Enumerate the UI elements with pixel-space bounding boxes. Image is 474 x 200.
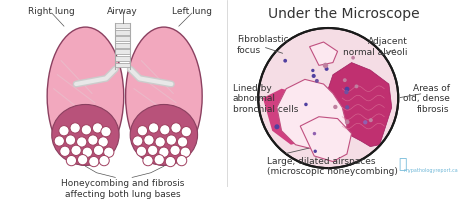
FancyBboxPatch shape <box>115 63 130 67</box>
Circle shape <box>160 125 170 135</box>
Circle shape <box>180 147 191 157</box>
Circle shape <box>88 135 98 145</box>
FancyBboxPatch shape <box>115 30 130 35</box>
Circle shape <box>177 137 188 147</box>
Circle shape <box>104 147 114 157</box>
Circle shape <box>98 137 109 147</box>
Text: Airway: Airway <box>108 7 138 16</box>
Circle shape <box>166 135 176 145</box>
Circle shape <box>81 125 91 135</box>
Circle shape <box>274 124 280 129</box>
Circle shape <box>311 69 315 72</box>
Circle shape <box>154 155 164 165</box>
FancyBboxPatch shape <box>115 56 130 61</box>
Circle shape <box>325 67 328 71</box>
Circle shape <box>283 59 287 63</box>
Circle shape <box>345 87 349 92</box>
Circle shape <box>66 155 77 166</box>
Text: Areas of
old, dense
fibrosis: Areas of old, dense fibrosis <box>403 84 450 114</box>
Text: Lined by
abnormal
bronchial cells: Lined by abnormal bronchial cells <box>233 84 298 114</box>
Circle shape <box>351 56 355 60</box>
Circle shape <box>176 155 187 166</box>
Ellipse shape <box>130 104 198 165</box>
Polygon shape <box>263 89 319 145</box>
Circle shape <box>78 155 88 165</box>
Circle shape <box>133 136 143 146</box>
Text: Under the Microscope: Under the Microscope <box>268 7 420 21</box>
Circle shape <box>344 90 348 94</box>
Circle shape <box>143 155 153 166</box>
Circle shape <box>304 103 308 106</box>
Circle shape <box>65 135 76 145</box>
Circle shape <box>148 123 159 133</box>
Circle shape <box>323 63 328 68</box>
Circle shape <box>170 145 180 155</box>
FancyBboxPatch shape <box>115 36 130 41</box>
FancyBboxPatch shape <box>115 23 130 28</box>
Circle shape <box>315 79 319 83</box>
Circle shape <box>345 120 349 124</box>
Circle shape <box>313 132 316 135</box>
Text: mypathologyreport.ca: mypathologyreport.ca <box>403 168 458 173</box>
FancyBboxPatch shape <box>115 43 130 48</box>
Circle shape <box>70 123 80 133</box>
Polygon shape <box>324 63 392 147</box>
Circle shape <box>137 126 147 136</box>
Ellipse shape <box>47 27 124 165</box>
Circle shape <box>92 123 103 133</box>
Text: Left lung: Left lung <box>172 7 212 16</box>
Circle shape <box>343 78 347 82</box>
Circle shape <box>181 127 191 137</box>
Text: Large, dilated airspaces
(microscopic honeycombing): Large, dilated airspaces (microscopic ho… <box>266 157 398 176</box>
Circle shape <box>171 123 181 133</box>
Circle shape <box>89 156 99 167</box>
Circle shape <box>144 135 154 145</box>
Ellipse shape <box>126 27 202 165</box>
Circle shape <box>137 146 146 156</box>
Circle shape <box>369 118 373 122</box>
Circle shape <box>333 105 337 109</box>
Circle shape <box>355 84 358 88</box>
Text: Right lung: Right lung <box>28 7 75 16</box>
Text: Adjacent
normal alveoli: Adjacent normal alveoli <box>343 37 408 57</box>
Circle shape <box>82 147 92 157</box>
Circle shape <box>54 136 64 146</box>
Circle shape <box>93 145 104 155</box>
Circle shape <box>147 145 158 155</box>
Circle shape <box>60 146 70 156</box>
Circle shape <box>71 145 81 155</box>
Polygon shape <box>277 79 347 149</box>
Polygon shape <box>310 42 337 65</box>
Text: Honeycombing and fibrosis
affecting both lung bases: Honeycombing and fibrosis affecting both… <box>61 179 184 199</box>
Circle shape <box>311 74 316 78</box>
Circle shape <box>165 156 175 167</box>
Circle shape <box>155 137 165 147</box>
Circle shape <box>159 147 169 157</box>
Text: 🔬: 🔬 <box>399 157 407 171</box>
Circle shape <box>345 105 349 109</box>
Circle shape <box>258 28 398 168</box>
Circle shape <box>313 150 317 153</box>
Circle shape <box>101 127 111 137</box>
Ellipse shape <box>52 104 119 165</box>
Polygon shape <box>300 117 352 162</box>
Circle shape <box>363 120 367 124</box>
FancyBboxPatch shape <box>115 49 130 54</box>
Circle shape <box>77 137 87 147</box>
Circle shape <box>99 155 109 166</box>
Circle shape <box>59 126 69 136</box>
Text: Fibroblastic
focus: Fibroblastic focus <box>237 35 288 55</box>
